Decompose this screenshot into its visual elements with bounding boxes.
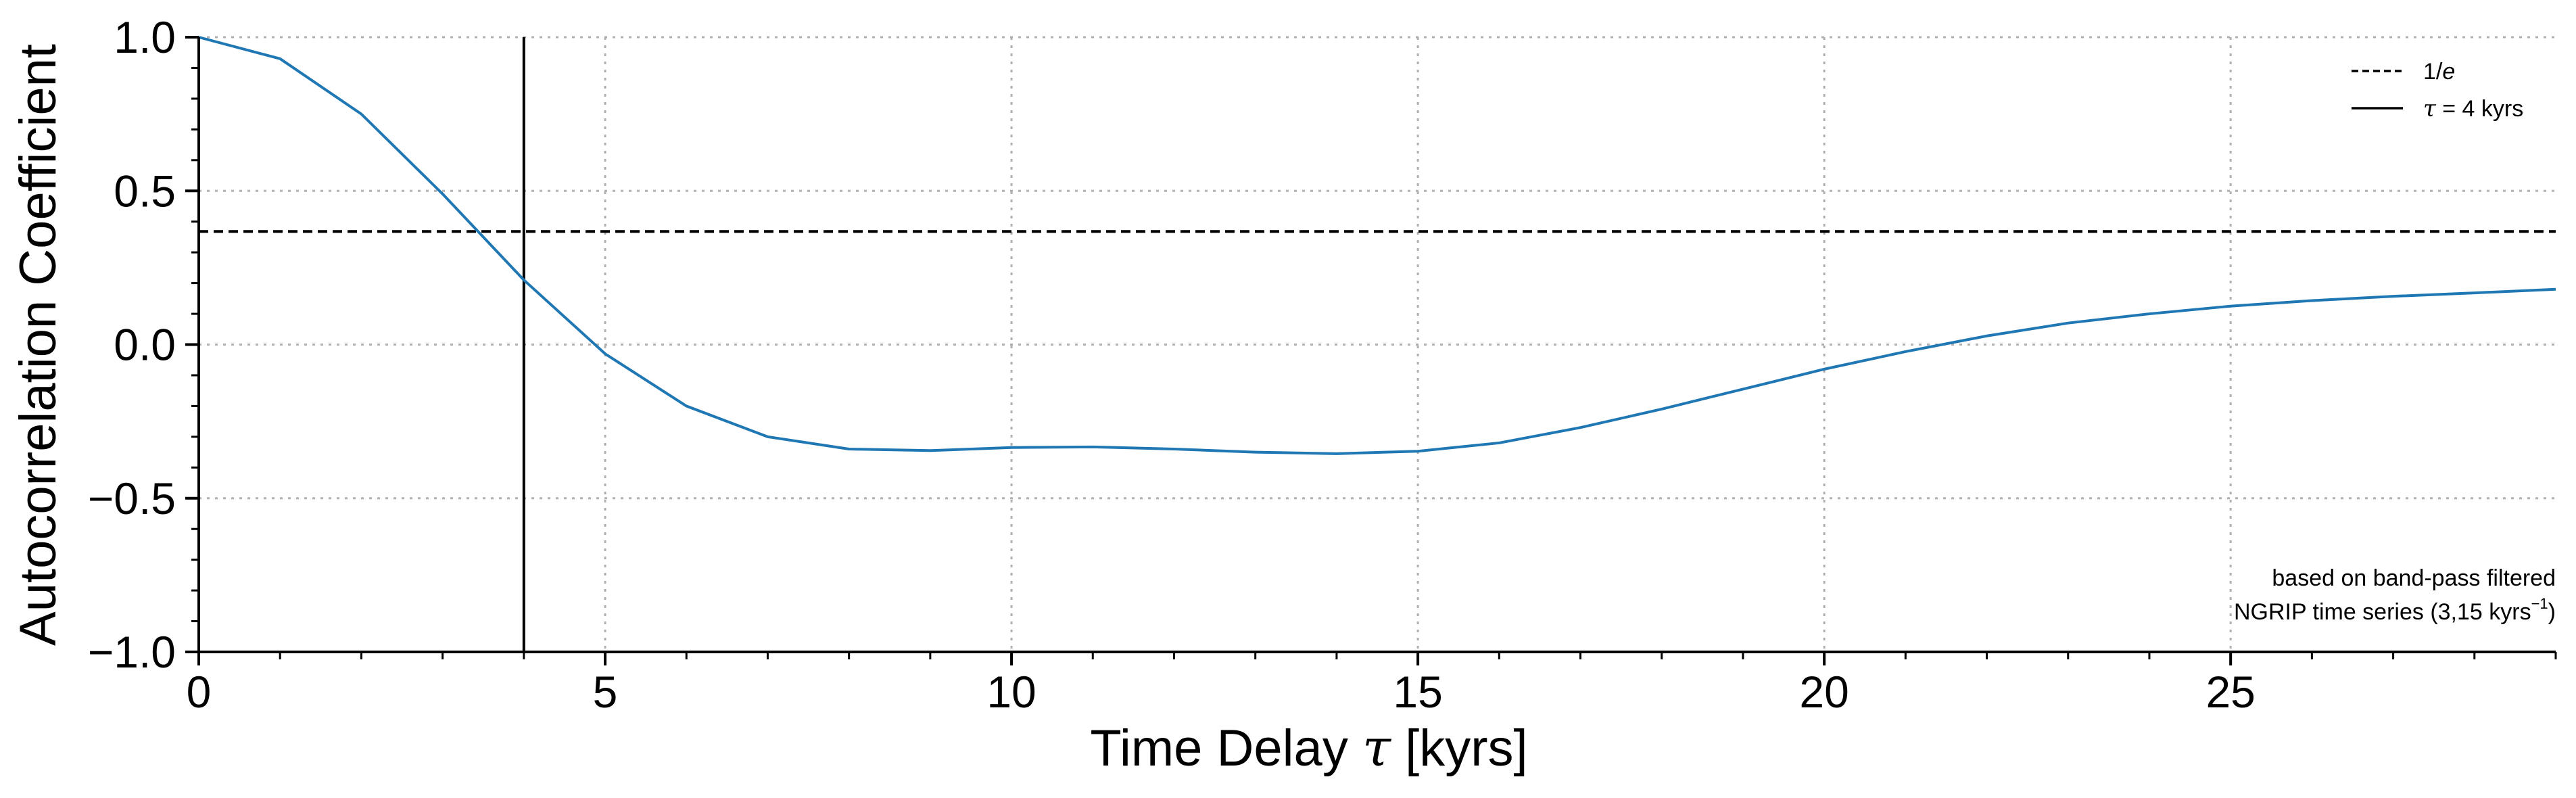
- x-tick-label: 25: [2205, 667, 2255, 717]
- x-tick-label: 0: [187, 667, 212, 717]
- reference-lines: [199, 37, 2556, 652]
- x-tick-label: 15: [1393, 667, 1442, 717]
- grid: [199, 36, 2556, 652]
- note-line-2: NGRIP time series (3,15 kyrs−1): [2234, 595, 2556, 625]
- y-tick-label: 0.0: [114, 320, 176, 370]
- x-tick-label: 10: [986, 667, 1036, 717]
- y-tick-label: −0.5: [88, 473, 176, 523]
- note-line-1: based on band-pass filtered: [2272, 565, 2556, 591]
- x-tick-labels: 0 5 10 15 20 25: [187, 667, 2256, 717]
- y-tick-label: 1.0: [114, 12, 176, 62]
- major-ticks: [185, 36, 2233, 665]
- legend: 1/e τ = 4 kyrs: [2352, 59, 2523, 122]
- data-series: [198, 36, 2556, 455]
- y-tick-label: −1.0: [88, 627, 176, 677]
- y-tick-labels: 1.0 0.5 0.0 −0.5 −1.0: [88, 12, 176, 677]
- y-tick-label: 0.5: [114, 166, 176, 216]
- x-axis-label: Time Delay τ [kyrs]: [1090, 718, 1527, 778]
- legend-label-inverse-e: 1/e: [2423, 59, 2455, 85]
- x-tick-label: 20: [1799, 667, 1848, 717]
- data-source-note: based on band-pass filtered NGRIP time s…: [2234, 565, 2556, 625]
- legend-label-tau: τ = 4 kyrs: [2423, 95, 2523, 122]
- x-tick-label: 5: [593, 667, 618, 717]
- y-axis-label: Autocorrelation Coefficient: [9, 44, 67, 646]
- autocorrelation-series-line: [198, 36, 2556, 455]
